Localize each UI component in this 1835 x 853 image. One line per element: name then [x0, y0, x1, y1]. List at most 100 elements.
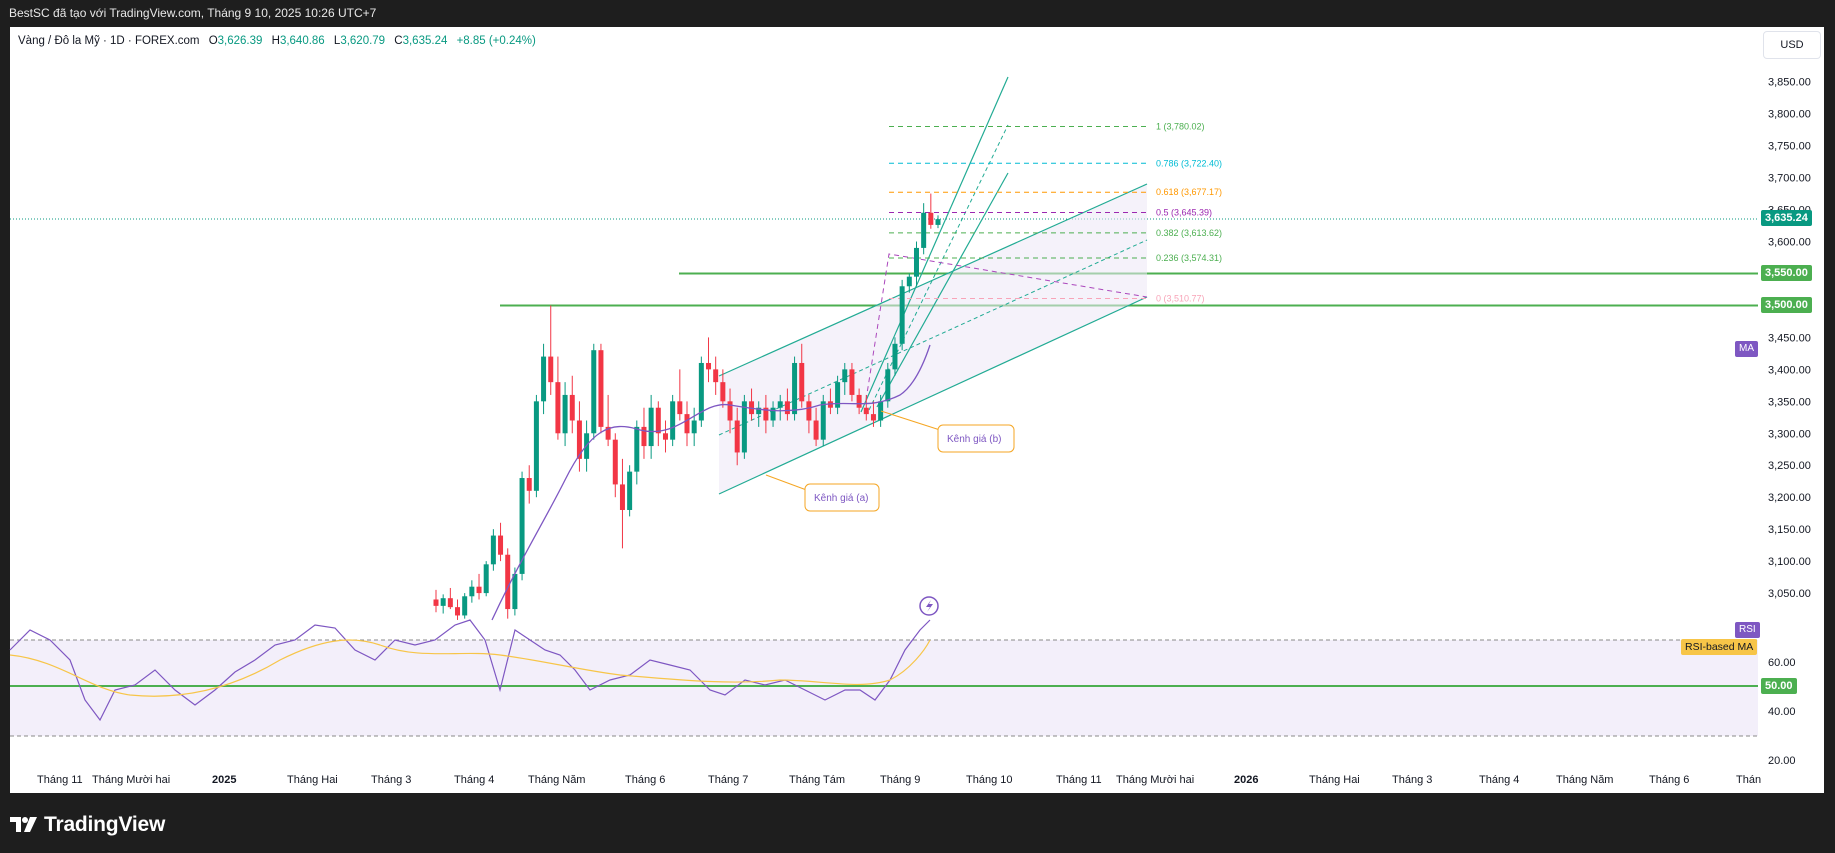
rsi-50-tag: 50.00 [1761, 678, 1797, 694]
fib-level-label: 0 (3,510.77) [1156, 294, 1205, 304]
price-axis-label: 3,450.00 [1768, 332, 1811, 344]
candle-body [756, 407, 762, 415]
channel-a-lower [718, 296, 1148, 495]
candle-body [483, 564, 489, 594]
ma-tag[interactable]: MA [1735, 341, 1758, 357]
candle-body [612, 439, 618, 485]
time-axis-label: Tháng 6 [1649, 774, 1689, 786]
close-label: C [394, 35, 403, 47]
fib-trend-line [865, 253, 1148, 401]
candle-body [799, 362, 805, 402]
candle-body [462, 596, 468, 616]
candle-body [849, 369, 855, 395]
low-label: L [333, 35, 341, 47]
price-axis-label: 3,050.00 [1768, 588, 1811, 600]
channel-b-upper [860, 76, 1009, 413]
candle-body [555, 382, 561, 434]
candle-body [634, 426, 640, 472]
candle-body [548, 356, 554, 383]
time-axis-label: Tháng Năm [528, 774, 585, 786]
candle-body [498, 535, 504, 555]
time-axis-label: Tháng 11 [1056, 774, 1102, 786]
candle-body [440, 598, 446, 606]
price-axis-label: 3,200.00 [1768, 492, 1811, 504]
candle-body [842, 369, 848, 383]
candle-body [921, 212, 927, 248]
candle-body [619, 484, 625, 510]
price-axis-label: 3,850.00 [1768, 77, 1811, 89]
candle-body [741, 401, 747, 453]
candle-body [641, 426, 647, 447]
candle-body [906, 276, 912, 287]
candle-body [519, 478, 525, 574]
time-axis-label: Tháng 11 [37, 774, 83, 786]
candle-body [533, 401, 539, 491]
price-axis-label: 3,300.00 [1768, 428, 1811, 440]
time-axis-label: Tháng 3 [1392, 774, 1432, 786]
candle-body [720, 382, 726, 402]
candle-body [892, 343, 898, 370]
fib-level-label: 0.382 (3,613.62) [1156, 228, 1222, 238]
callout-a-box [804, 483, 880, 512]
snapshot-caption-bar: BestSC đã tạo với TradingView.com, Tháng… [0, 0, 1835, 27]
candle-body [835, 382, 841, 408]
candle-body [670, 401, 676, 440]
candle-body [899, 286, 905, 344]
candle-body [505, 554, 511, 610]
high-value: 3,640.86 [279, 35, 325, 47]
candle-body [935, 219, 941, 225]
candle-body [870, 414, 876, 421]
time-axis-label: Tháng 4 [1479, 774, 1519, 786]
time-axis-label: Tháng Mười hai [92, 774, 170, 786]
candle-body [684, 414, 690, 434]
open-label: O [208, 35, 218, 47]
candle-body [763, 407, 769, 421]
time-axis-label: Tháng Hai [1309, 774, 1360, 786]
candle-body [777, 401, 783, 408]
time-axis-label: Tháng 7 [708, 774, 748, 786]
open-value: 3,626.39 [217, 35, 263, 47]
close-value: 3,635.24 [402, 35, 448, 47]
symbol-legend[interactable]: Vàng / Đô la Mỹ · 1D · FOREX.com O3,626.… [18, 35, 536, 47]
fib-level-label: 0.5 (3,645.39) [1156, 208, 1212, 218]
candle-body [856, 394, 862, 408]
time-axis-label: Tháng Tám [789, 774, 845, 786]
candle-body [576, 420, 582, 459]
candle-body [469, 586, 475, 597]
callout-b-box [937, 424, 1015, 453]
candle-body [655, 407, 661, 434]
callout-b-pointer [880, 410, 941, 431]
low-value: 3,620.79 [340, 35, 386, 47]
rsi-line [9, 619, 931, 722]
candle-body [827, 401, 833, 408]
rsi-tag[interactable]: RSI [1735, 622, 1760, 638]
candle-body [490, 535, 496, 565]
candle-body [605, 426, 611, 440]
candle-body [734, 420, 740, 453]
currency-button[interactable]: USD [1763, 31, 1821, 59]
channel-b-mid [868, 124, 1009, 411]
change-value: +8.85 (+0.24%) [456, 35, 536, 47]
price-channel-a-fill [719, 184, 1147, 494]
candle-body [713, 369, 719, 383]
time-axis-label: Tháng 10 [966, 774, 1012, 786]
symbol-name[interactable]: Vàng / Đô la Mỹ · 1D · FOREX.com [18, 35, 200, 47]
price-axis-label: 3,150.00 [1768, 524, 1811, 536]
callout-a-label: Kênh giá (a) [814, 493, 868, 504]
time-axis-label: 2026 [1234, 774, 1258, 786]
candle-body [433, 599, 439, 606]
candle-body [806, 401, 812, 421]
tradingview-brand[interactable]: TradingView [10, 810, 165, 840]
rsi-ma-tag[interactable]: RSI-based MA [1681, 639, 1758, 655]
candle-body [562, 394, 568, 434]
candle-body [648, 407, 654, 447]
candle-body [447, 598, 453, 608]
fib-level-label: 0.786 (3,722.40) [1156, 158, 1222, 168]
price-axis-label: 3,700.00 [1768, 173, 1811, 185]
candle-body [863, 407, 869, 415]
fib-level-label: 0.236 (3,574.31) [1156, 253, 1222, 263]
channel-b-lower [876, 172, 1009, 408]
candle-body [820, 401, 826, 440]
callout-b-label: Kênh giá (b) [947, 434, 1001, 445]
